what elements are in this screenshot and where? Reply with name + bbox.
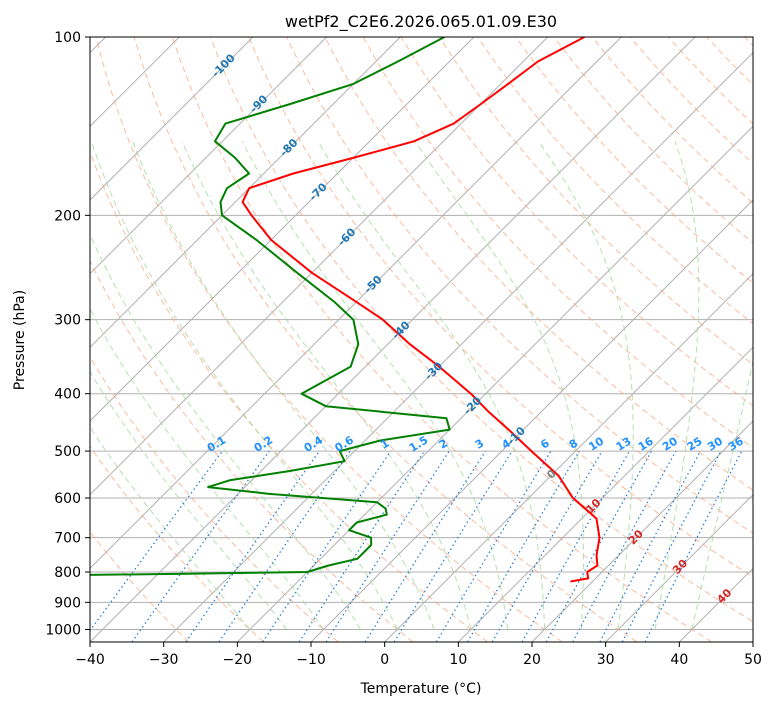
isotherm-line: [384, 272, 753, 642]
moist-adiabat-line: [90, 141, 398, 630]
isotherm-line: [90, 37, 549, 496]
isotherm-line: [90, 37, 254, 201]
y-axis: 100 200 300 400 500 600 700 800 900 1000: [45, 30, 90, 638]
plot-background: [90, 37, 753, 642]
x-axis-title: Temperature (°C): [360, 681, 482, 697]
x-tick-label: −20: [223, 652, 253, 668]
chart-title: wetPf2_C2E6.2026.065.01.09.E30: [285, 12, 557, 32]
y-tick-label: 800: [54, 565, 81, 581]
moist-adiabat-line: [691, 358, 753, 630]
x-tick-label: 50: [744, 652, 762, 668]
dry-adiabat-line: [171, 37, 712, 642]
plot-frame: [89, 36, 754, 643]
mixing-ratio-line: [218, 450, 351, 642]
isotherm-line: [457, 346, 753, 642]
dry-adiabat-line: [515, 37, 753, 284]
mixing-ratio-line: [185, 450, 320, 642]
y-axis-title: Pressure (hPa): [12, 290, 28, 390]
y-tick-label: 500: [54, 444, 81, 460]
isotherm-line: [752, 641, 753, 642]
x-tick-label: 40: [670, 652, 688, 668]
moist-adiabat-line: [90, 232, 361, 630]
isotherm-line: [163, 51, 753, 642]
dry-adiabat-line: [248, 37, 753, 578]
grid-layer: [90, 37, 753, 642]
mixing-ratio-line: [435, 450, 552, 642]
moist-adiabat-line: [132, 141, 435, 630]
moist-adiabat-line: [90, 370, 288, 630]
temperature-profile-line: [241, 37, 601, 583]
isotherm-line: [90, 37, 401, 349]
x-tick-label: 30: [597, 652, 615, 668]
isotherm-line: [90, 37, 622, 570]
isotherm-line: [90, 37, 696, 642]
isotherm-line: [236, 125, 753, 642]
y-tick-label: 400: [54, 387, 81, 403]
y-tick-label: 100: [54, 30, 81, 46]
dry-adiabat-line: [90, 259, 414, 642]
moist-adiabat-line: [181, 141, 472, 630]
mixing-ratio-line: [262, 450, 392, 642]
x-tick-label: 0: [380, 652, 389, 668]
x-tick-label: 20: [523, 652, 541, 668]
isotherm-line: [531, 420, 753, 642]
dry-adiabat-line: [90, 445, 264, 642]
moist-adiabat-line: [90, 426, 251, 630]
y-tick-label: 700: [54, 531, 81, 547]
y-tick-label: 900: [54, 595, 81, 611]
y-tick-label: 300: [54, 313, 81, 329]
moist-adiabat-line: [654, 141, 700, 630]
y-tick-label: 600: [54, 491, 81, 507]
mixing-ratio-line: [364, 450, 486, 642]
mixing-ratio-line: [599, 450, 702, 642]
x-tick-label: −30: [149, 652, 179, 668]
mixing-ratio-line: [298, 450, 425, 642]
mixing-ratio-line: [572, 450, 677, 642]
dry-adiabat-line: [210, 37, 753, 623]
x-tick-label: −40: [75, 652, 105, 668]
dry-adiabat-line: [286, 37, 753, 534]
dry-adiabat-line: [133, 37, 638, 642]
dewpoint-profile-line: [90, 37, 451, 576]
mixing-ratio-line: [393, 450, 513, 642]
series-layer: [90, 37, 601, 583]
isotherm-line: [90, 37, 328, 275]
dry-adiabat-line: [324, 37, 753, 491]
moist-adiabat-line: [317, 141, 546, 630]
isotherm-line: [605, 493, 753, 642]
x-axis: −40 −30 −20 −10 0 10 20 30 40 50: [75, 642, 762, 668]
y-tick-label: 200: [54, 208, 81, 224]
y-tick-label: 1000: [45, 622, 81, 638]
mixing-ratio-line: [325, 450, 450, 642]
moist-adiabat-line: [414, 141, 584, 630]
dry-adiabat-line: [95, 37, 563, 642]
x-tick-label: 10: [449, 652, 467, 668]
isotherm-line: [90, 37, 475, 422]
x-tick-label: −10: [296, 652, 326, 668]
mixing-ratio-line: [466, 450, 580, 642]
